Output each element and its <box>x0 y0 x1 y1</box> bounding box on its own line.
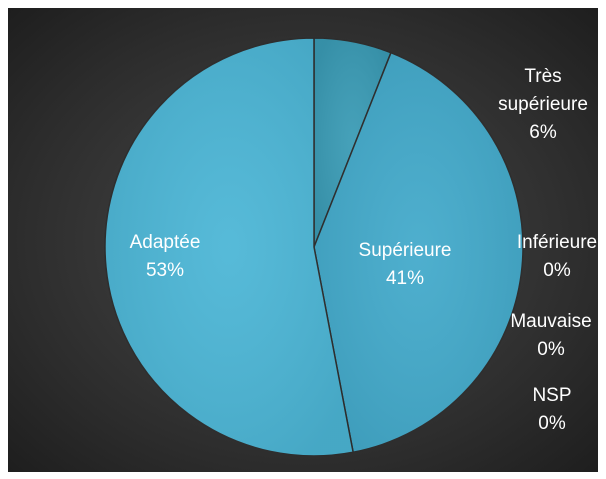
pie-slice-shade-superieure <box>314 52 523 453</box>
data-label-mauvaise: Mauvaise 0% <box>510 311 591 360</box>
data-label-inferieure: Inférieure 0% <box>517 232 597 281</box>
data-label-tres-superieure: Très supérieure 6% <box>498 66 588 143</box>
data-label-superieure: Supérieure 41% <box>359 240 452 289</box>
data-label-nsp: NSP 0% <box>532 385 571 434</box>
pie-slice-shade-adaptee <box>105 38 354 456</box>
pie-slice-shade-tres-superieure <box>314 38 391 247</box>
data-label-adaptee: Adaptée 53% <box>130 232 201 281</box>
